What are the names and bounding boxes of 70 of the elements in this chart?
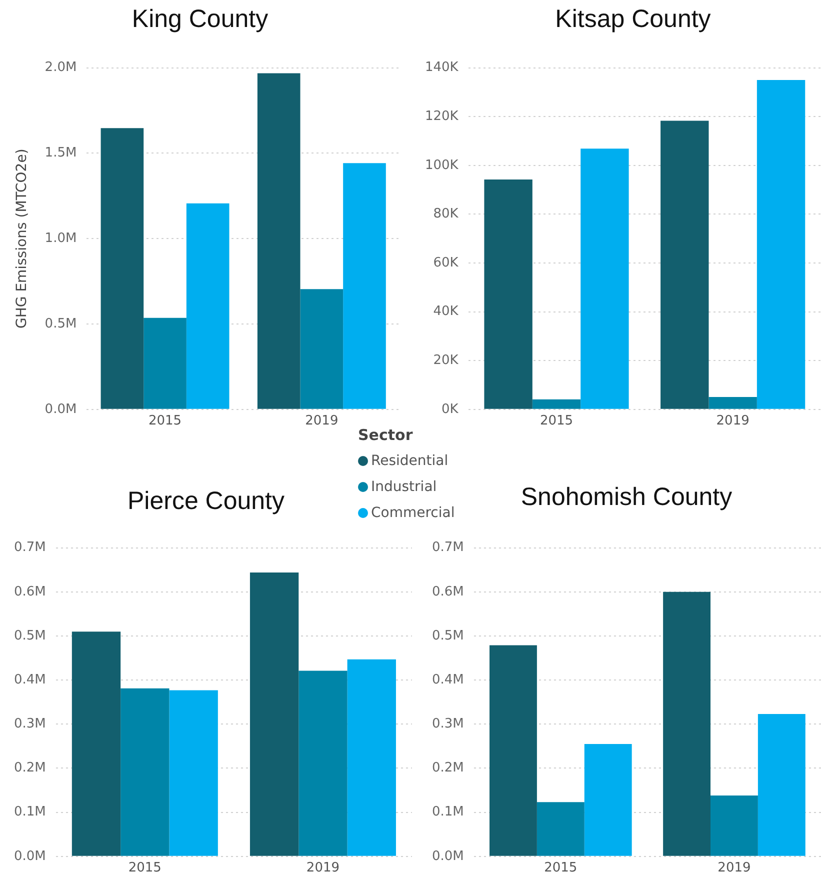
legend-label: Residential: [371, 453, 448, 469]
chart-title: Kitsap County: [554, 5, 712, 34]
bar: [660, 120, 709, 409]
y-tick-label: 0.0M: [14, 848, 46, 864]
bar: [100, 128, 144, 409]
bar: [257, 73, 300, 409]
x-tick-label: 2019: [718, 860, 751, 876]
x-tick-label: 2015: [148, 414, 182, 429]
legend-title: Sector: [358, 425, 414, 446]
bar: [710, 796, 758, 856]
y-tick-label: 1.5M: [44, 146, 77, 161]
y-tick-label: 0.5M: [432, 628, 464, 644]
bar: [144, 318, 186, 409]
y-tick-label: 0.1M: [14, 804, 46, 820]
bar: [298, 670, 348, 856]
y-tick-label: 0.0M: [432, 848, 464, 864]
y-tick-label: 20K: [433, 352, 459, 368]
bar: [532, 399, 581, 409]
chart-title: Snohomish County: [520, 483, 732, 511]
y-tick-label: 2.0M: [44, 60, 77, 76]
bar: [300, 289, 344, 409]
y-tick-label: 140K: [424, 60, 459, 76]
x-tick-label: 2019: [305, 414, 338, 429]
y-tick-label: 0K: [442, 402, 459, 417]
bar: [484, 180, 532, 409]
y-tick-label: 0.2M: [14, 760, 46, 776]
y-tick-label: 0.4M: [432, 672, 464, 688]
bar: [536, 802, 584, 856]
bar: [756, 80, 806, 409]
y-tick-label: 60K: [433, 255, 459, 270]
bar: [490, 645, 537, 856]
y-tick-label: 0.7M: [432, 540, 464, 556]
x-tick-label: 2019: [306, 860, 340, 876]
y-tick-label: 0.1M: [432, 804, 464, 820]
y-tick-label: 100K: [424, 158, 459, 173]
x-tick-label: 2015: [128, 860, 162, 876]
y-tick-label: 40K: [433, 304, 459, 320]
bar: [250, 572, 299, 856]
y-tick-label: 0.3M: [14, 716, 46, 732]
bar: [120, 688, 170, 856]
chart-title: Pierce County: [127, 487, 285, 515]
y-tick-label: 1.0M: [44, 230, 77, 246]
y-axis-title: GHG Emissions (MTCO2e): [14, 148, 30, 328]
legend-label: Industrial: [371, 479, 437, 495]
bar: [580, 148, 629, 409]
chart-title: King County: [130, 5, 270, 34]
y-tick-label: 0.0M: [44, 402, 77, 417]
y-tick-label: 0.2M: [432, 760, 464, 776]
y-tick-label: 120K: [424, 108, 459, 124]
y-tick-label: 0.5M: [44, 316, 77, 332]
bar: [169, 690, 218, 856]
bar: [347, 659, 396, 856]
bar: [343, 163, 386, 409]
y-tick-label: 0.6M: [14, 584, 46, 600]
bar: [186, 203, 230, 409]
y-tick-label: 0.6M: [432, 584, 464, 600]
legend-label: Commercial: [371, 505, 455, 521]
x-tick-label: 2015: [544, 860, 578, 876]
y-tick-label: 0.4M: [14, 672, 46, 688]
y-tick-label: 80K: [433, 206, 459, 222]
x-tick-label: 2015: [540, 414, 574, 429]
y-tick-label: 0.7M: [14, 540, 46, 556]
y-tick-label: 0.5M: [14, 628, 46, 644]
bar: [663, 592, 711, 856]
bar: [72, 632, 121, 856]
x-tick-label: 2019: [716, 414, 750, 429]
bar: [708, 396, 757, 409]
bar: [758, 714, 806, 856]
bar: [584, 744, 632, 856]
y-tick-label: 0.3M: [432, 716, 464, 732]
